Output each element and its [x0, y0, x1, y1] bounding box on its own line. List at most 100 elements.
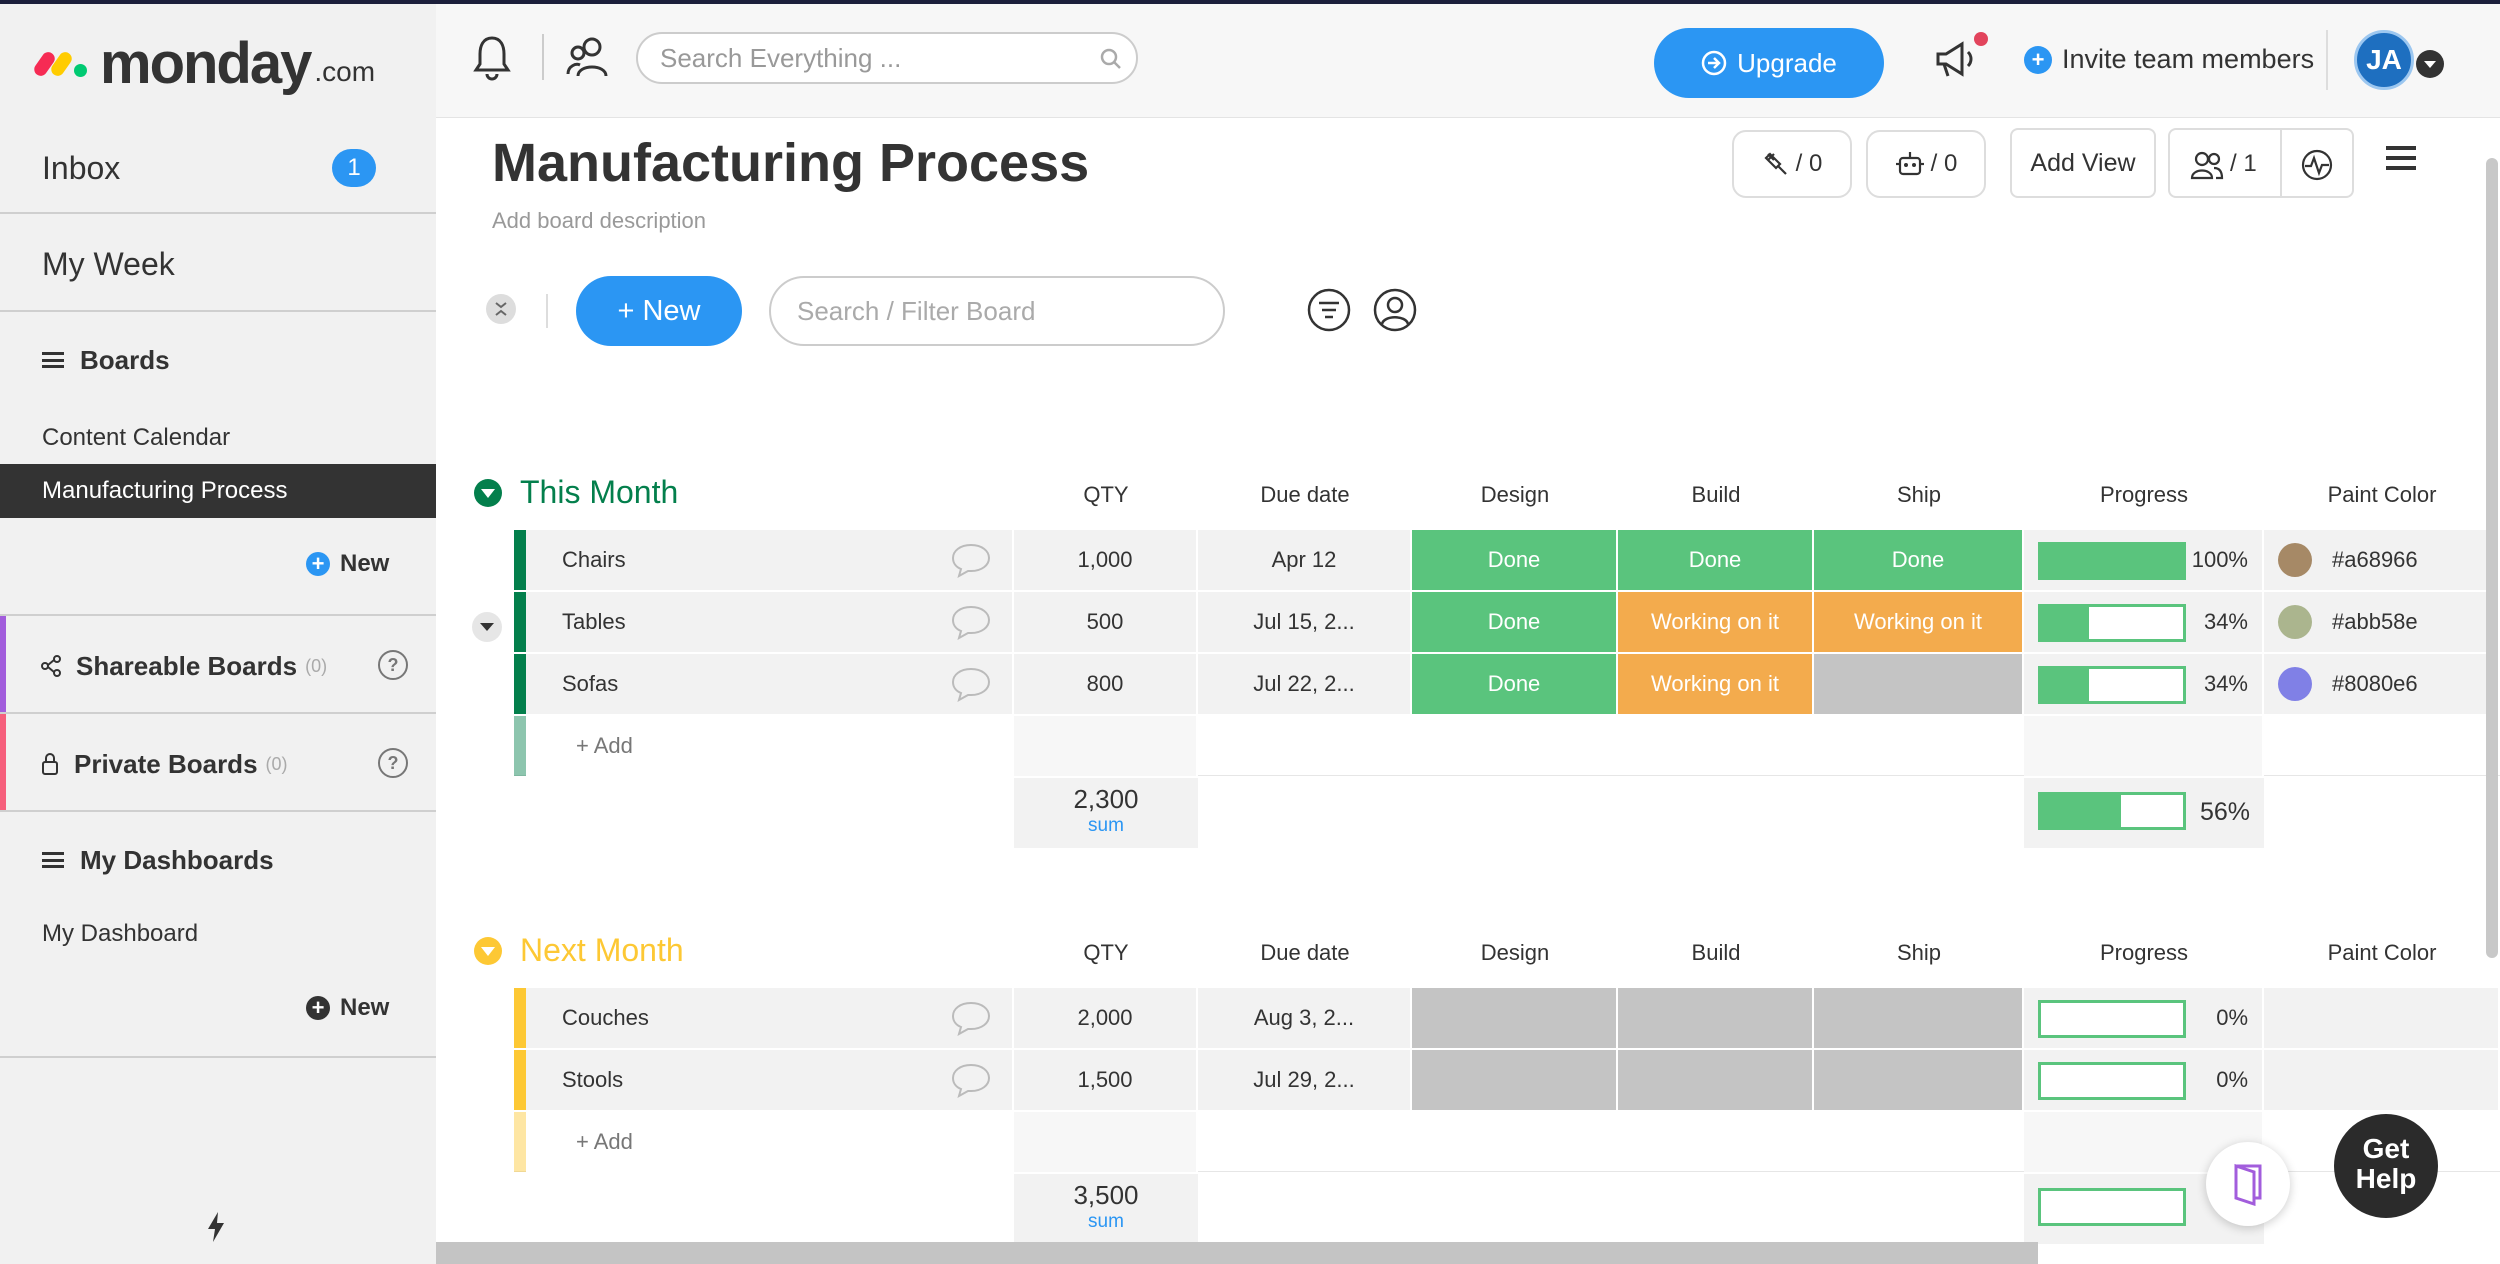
qty-cell[interactable]: 800 — [1014, 654, 1198, 714]
status-cell-design[interactable]: Done — [1412, 592, 1618, 652]
column-header-qty[interactable]: QTY — [1083, 482, 1129, 507]
boards-heading[interactable]: Boards — [0, 340, 436, 380]
chevron-down-icon[interactable] — [2416, 50, 2444, 78]
add-item-row[interactable]: + Add — [514, 716, 2500, 776]
help-question-icon[interactable]: ? — [378, 650, 408, 680]
add-item-row[interactable]: + Add — [514, 1112, 2500, 1172]
group-title-this-month[interactable]: This Month — [474, 474, 678, 511]
column-header-due-date[interactable]: Due date — [1260, 940, 1350, 965]
paint-color-cell[interactable]: #abb58e — [2264, 592, 2500, 652]
status-cell-ship[interactable] — [1814, 1050, 2024, 1110]
comment-bubble-icon[interactable] — [950, 1000, 992, 1036]
status-cell-design[interactable] — [1412, 988, 1618, 1048]
person-filter-icon[interactable] — [1372, 287, 1418, 333]
comment-bubble-icon[interactable] — [950, 542, 992, 578]
sidebar-item-inbox[interactable]: Inbox 1 — [0, 140, 436, 196]
group-title-next-month[interactable]: Next Month — [474, 932, 684, 969]
table-row[interactable]: Tables 500 Jul 15, 2... Done Working on it Wo… — [514, 592, 2500, 652]
board-title[interactable]: Manufacturing Process — [492, 133, 1090, 193]
add-view-button[interactable]: Add View — [2010, 128, 2156, 198]
monday-logo[interactable]: monday .com — [31, 28, 375, 98]
column-header-due-date[interactable]: Due date — [1260, 482, 1350, 507]
group-collapse-icon[interactable] — [474, 478, 502, 507]
team-icon[interactable] — [566, 36, 612, 78]
sidebar-item-private-boards[interactable]: Private Boards (0) ? — [0, 742, 436, 786]
row-expand-chevron-icon[interactable] — [472, 612, 502, 642]
qty-cell[interactable]: 1,000 — [1014, 530, 1198, 590]
horizontal-scrollbar[interactable] — [436, 1242, 2038, 1264]
status-cell-build[interactable] — [1618, 1050, 1814, 1110]
due-date-cell[interactable]: Jul 29, 2... — [1198, 1050, 1412, 1110]
due-date-cell[interactable]: Jul 22, 2... — [1198, 654, 1412, 714]
table-row[interactable]: Couches 2,000 Aug 3, 2... 0% — [514, 988, 2500, 1048]
comment-bubble-icon[interactable] — [950, 666, 992, 702]
board-filter-input[interactable]: Search / Filter Board — [769, 276, 1225, 346]
item-name-cell[interactable]: Couches — [526, 988, 1014, 1048]
table-row[interactable]: Sofas 800 Jul 22, 2... Done Working on it 34%… — [514, 654, 2500, 714]
get-help-button[interactable]: Get Help — [2334, 1114, 2438, 1218]
activity-icon[interactable] — [2300, 148, 2334, 182]
column-header-paint-color[interactable]: Paint Color — [2327, 940, 2437, 965]
sidebar-board-content-calendar[interactable]: Content Calendar — [42, 424, 231, 451]
status-cell-ship[interactable]: Working on it — [1814, 592, 2024, 652]
item-name-cell[interactable]: Chairs — [526, 530, 1014, 590]
qty-cell[interactable]: 2,000 — [1014, 988, 1198, 1048]
collapse-header-icon[interactable] — [486, 294, 516, 324]
status-cell-build[interactable]: Working on it — [1618, 592, 1814, 652]
invite-team-members-button[interactable]: + Invite team members — [2024, 44, 2314, 75]
paint-color-cell[interactable] — [2264, 988, 2500, 1048]
column-header-ship[interactable]: Ship — [1896, 940, 1942, 965]
announcements-megaphone-icon[interactable] — [1934, 40, 1980, 80]
help-question-icon[interactable]: ? — [378, 748, 408, 778]
sidebar-item-my-week[interactable]: My Week — [0, 236, 436, 292]
qty-cell[interactable]: 500 — [1014, 592, 1198, 652]
due-date-cell[interactable]: Aug 3, 2... — [1198, 988, 1412, 1048]
upgrade-button[interactable]: Upgrade — [1654, 28, 1884, 98]
due-date-cell[interactable]: Jul 15, 2... — [1198, 592, 1412, 652]
knowledge-base-button[interactable] — [2206, 1142, 2290, 1226]
column-header-paint-color[interactable]: Paint Color — [2327, 482, 2437, 507]
item-name-cell[interactable]: Tables — [526, 592, 1014, 652]
item-name-cell[interactable]: Sofas — [526, 654, 1014, 714]
paint-color-cell[interactable]: #a68966 — [2264, 530, 2500, 590]
status-cell-ship[interactable]: Done — [1814, 530, 2024, 590]
status-cell-design[interactable] — [1412, 1050, 1618, 1110]
new-dashboard-button[interactable]: + New — [306, 994, 389, 1022]
integrations-button[interactable]: / 0 — [1732, 130, 1852, 198]
column-header-design[interactable]: Design — [1480, 482, 1550, 507]
new-board-button[interactable]: + New — [306, 550, 389, 578]
global-search-input[interactable]: Search Everything ... — [636, 32, 1138, 84]
comment-bubble-icon[interactable] — [950, 1062, 992, 1098]
status-cell-design[interactable]: Done — [1412, 654, 1618, 714]
comment-bubble-icon[interactable] — [950, 604, 992, 640]
item-name-cell[interactable]: Stools — [526, 1050, 1014, 1110]
column-header-qty[interactable]: QTY — [1083, 940, 1129, 965]
new-item-button[interactable]: + New — [576, 276, 742, 346]
sidebar-board-manufacturing-process[interactable]: Manufacturing Process — [0, 464, 436, 518]
column-header-build[interactable]: Build — [1691, 482, 1741, 507]
board-members-button[interactable]: / 1 — [2168, 128, 2354, 198]
sidebar-item-shareable-boards[interactable]: Shareable Boards (0) ? — [0, 644, 436, 688]
column-header-build[interactable]: Build — [1691, 940, 1741, 965]
group-collapse-icon[interactable] — [474, 936, 502, 965]
column-header-progress[interactable]: Progress — [2099, 940, 2189, 965]
paint-color-cell[interactable]: #8080e6 — [2264, 654, 2500, 714]
status-cell-design[interactable]: Done — [1412, 530, 1618, 590]
vertical-scrollbar[interactable] — [2486, 158, 2498, 958]
user-avatar[interactable]: JA — [2354, 30, 2414, 90]
add-item-input[interactable]: + Add — [526, 716, 1014, 776]
status-cell-build[interactable]: Working on it — [1618, 654, 1814, 714]
notifications-bell-icon[interactable] — [472, 32, 512, 82]
due-date-cell[interactable]: Apr 12 — [1198, 530, 1412, 590]
dashboards-heading[interactable]: My Dashboards — [0, 840, 436, 880]
status-cell-ship[interactable] — [1814, 988, 2024, 1048]
column-header-progress[interactable]: Progress — [2099, 482, 2189, 507]
paint-color-cell[interactable] — [2264, 1050, 2500, 1110]
add-item-input[interactable]: + Add — [526, 1112, 1014, 1172]
board-description[interactable]: Add board description — [492, 208, 707, 233]
sidebar-dashboard-my-dashboard[interactable]: My Dashboard — [42, 920, 199, 947]
filter-icon[interactable] — [1306, 287, 1352, 333]
lightning-icon[interactable] — [206, 1212, 226, 1242]
board-menu-icon[interactable] — [2386, 146, 2416, 170]
status-cell-build[interactable] — [1618, 988, 1814, 1048]
